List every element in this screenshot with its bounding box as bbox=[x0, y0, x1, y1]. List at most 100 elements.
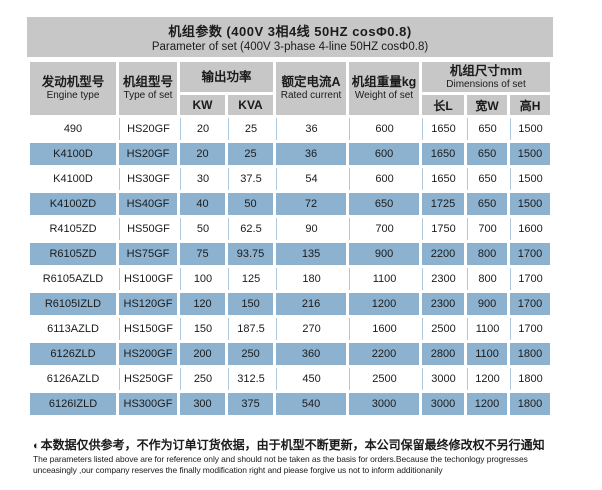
cell-set-type: HS250GF bbox=[119, 368, 177, 390]
dimensions-label-en: Dimensions of set bbox=[446, 78, 526, 90]
cell-kw: 100 bbox=[180, 268, 225, 290]
cell-width: 650 bbox=[467, 118, 508, 140]
table-row: K4100D HS30GF 30 37.5 54 600 1650 650 1500 bbox=[30, 168, 551, 190]
cell-kw: 300 bbox=[180, 393, 225, 415]
cell-rated-current: 72 bbox=[276, 193, 347, 215]
table-row: 6126ZLD HS200GF 200 250 360 2200 2800 1100 1800 bbox=[30, 343, 551, 365]
table-row: R4105ZD HS50GF 50 62.5 90 700 1750 700 1600 bbox=[30, 218, 551, 240]
cell-length: 2300 bbox=[422, 293, 465, 315]
set-type-label-en: Type of set bbox=[123, 90, 173, 101]
cell-height: 1600 bbox=[510, 218, 551, 240]
col-header-height: 高H bbox=[510, 95, 551, 115]
cell-height: 1800 bbox=[510, 343, 551, 365]
output-power-label-zh: 输出功率 bbox=[201, 69, 252, 84]
cell-weight: 1600 bbox=[349, 318, 420, 340]
half-filled-circle-bullet-icon: ◐ bbox=[33, 440, 40, 452]
cell-kva: 250 bbox=[228, 343, 274, 365]
engine-type-label-zh: 发动机型号 bbox=[41, 75, 105, 89]
cell-kw: 75 bbox=[180, 243, 225, 265]
cell-weight: 650 bbox=[349, 193, 420, 215]
rated-current-label-en: Rated current bbox=[280, 90, 342, 101]
cell-kw: 200 bbox=[180, 343, 225, 365]
cell-width: 650 bbox=[467, 143, 508, 165]
footer-note-chinese: ◐本数据仅供参考，不作为订单订货依据，由于机型不断更新，本公司保留最终修改权不另… bbox=[33, 437, 589, 454]
table-row: 6126IZLD HS300GF 300 375 540 3000 3000 1200 1800 bbox=[30, 393, 551, 415]
cell-rated-current: 54 bbox=[276, 168, 347, 190]
cell-set-type: HS300GF bbox=[119, 393, 177, 415]
cell-engine-type: R6105ZD bbox=[30, 243, 116, 265]
col-header-engine-type: 发动机型号 Engine type bbox=[30, 62, 116, 115]
cell-engine-type: 490 bbox=[30, 118, 116, 140]
rated-current-label-zh: 额定电流A bbox=[281, 75, 341, 89]
cell-width: 650 bbox=[467, 168, 508, 190]
cell-length: 2200 bbox=[422, 243, 465, 265]
col-header-width: 宽W bbox=[467, 95, 508, 115]
cell-rated-current: 270 bbox=[276, 318, 347, 340]
weight-label-en: Weight of set bbox=[354, 90, 414, 101]
cell-length: 2500 bbox=[422, 318, 465, 340]
cell-length: 1750 bbox=[422, 218, 465, 240]
cell-length: 1725 bbox=[422, 193, 465, 215]
footer-note: ◐本数据仅供参考，不作为订单订货依据，由于机型不断更新，本公司保留最终修改权不另… bbox=[33, 437, 589, 475]
col-header-set-type: 机组型号 Type of set bbox=[119, 62, 177, 115]
cell-width: 700 bbox=[467, 218, 508, 240]
cell-set-type: HS50GF bbox=[119, 218, 177, 240]
cell-rated-current: 450 bbox=[276, 368, 347, 390]
weight-label-zh: 机组重量kg bbox=[351, 75, 417, 89]
col-header-rated-current: 额定电流A Rated current bbox=[276, 62, 347, 115]
cell-engine-type: R6105IZLD bbox=[30, 293, 116, 315]
cell-width: 900 bbox=[467, 293, 508, 315]
footer-note-english-line2: unceasingly ,our company reserves the fi… bbox=[33, 464, 443, 475]
cell-rated-current: 360 bbox=[276, 343, 347, 365]
cell-kva: 62.5 bbox=[228, 218, 274, 240]
cell-rated-current: 216 bbox=[276, 293, 347, 315]
cell-width: 1100 bbox=[467, 318, 508, 340]
cell-kw: 250 bbox=[180, 368, 225, 390]
cell-rated-current: 36 bbox=[276, 143, 347, 165]
table-row: R6105ZD HS75GF 75 93.75 135 900 2200 800 1700 bbox=[30, 243, 551, 265]
cell-kw: 30 bbox=[180, 168, 225, 190]
cell-kva: 187.5 bbox=[228, 318, 274, 340]
cell-kva: 93.75 bbox=[228, 243, 274, 265]
cell-set-type: HS20GF bbox=[119, 118, 177, 140]
parameter-table: 发动机型号 Engine type 机组型号 Type of set 输出功率 … bbox=[27, 59, 553, 418]
cell-kva: 37.5 bbox=[228, 168, 274, 190]
engine-type-label-en: Engine type bbox=[46, 90, 100, 101]
cell-set-type: HS200GF bbox=[119, 343, 177, 365]
cell-length: 1650 bbox=[422, 168, 465, 190]
cell-height: 1700 bbox=[510, 243, 551, 265]
cell-engine-type: 6126ZLD bbox=[30, 343, 116, 365]
cell-width: 1200 bbox=[467, 368, 508, 390]
cell-weight: 1100 bbox=[349, 268, 420, 290]
cell-weight: 2500 bbox=[349, 368, 420, 390]
cell-rated-current: 540 bbox=[276, 393, 347, 415]
cell-height: 1700 bbox=[510, 268, 551, 290]
cell-engine-type: 6126IZLD bbox=[30, 393, 116, 415]
table-title-bar: 机组参数 (400V 3相4线 50HZ cosΦ0.8) Parameter … bbox=[27, 17, 553, 57]
cell-engine-type: 6126AZLD bbox=[30, 368, 116, 390]
cell-kva: 50 bbox=[228, 193, 274, 215]
cell-weight: 2200 bbox=[349, 343, 420, 365]
table-row: 490 HS20GF 20 25 36 600 1650 650 1500 bbox=[30, 118, 551, 140]
cell-set-type: HS100GF bbox=[119, 268, 177, 290]
cell-weight: 600 bbox=[349, 168, 420, 190]
cell-rated-current: 135 bbox=[276, 243, 347, 265]
cell-kva: 150 bbox=[228, 293, 274, 315]
cell-engine-type: 6113AZLD bbox=[30, 318, 116, 340]
cell-height: 1500 bbox=[510, 168, 551, 190]
col-header-output-power: 输出功率 bbox=[180, 62, 274, 92]
cell-kva: 375 bbox=[228, 393, 274, 415]
cell-height: 1500 bbox=[510, 193, 551, 215]
cell-length: 3000 bbox=[422, 393, 465, 415]
cell-weight: 600 bbox=[349, 118, 420, 140]
table-row: 6126AZLD HS250GF 250 312.5 450 2500 3000 1200 18… bbox=[30, 368, 551, 390]
cell-width: 1200 bbox=[467, 393, 508, 415]
table-row: K4100D HS20GF 20 25 36 600 1650 650 1500 bbox=[30, 143, 551, 165]
col-header-length: 长L bbox=[422, 95, 465, 115]
cell-rated-current: 90 bbox=[276, 218, 347, 240]
cell-weight: 3000 bbox=[349, 393, 420, 415]
cell-length: 3000 bbox=[422, 368, 465, 390]
title-english: Parameter of set (400V 3-phase 4-line 50… bbox=[151, 41, 429, 53]
dimensions-label-zh: 机组尺寸mm bbox=[449, 63, 523, 78]
